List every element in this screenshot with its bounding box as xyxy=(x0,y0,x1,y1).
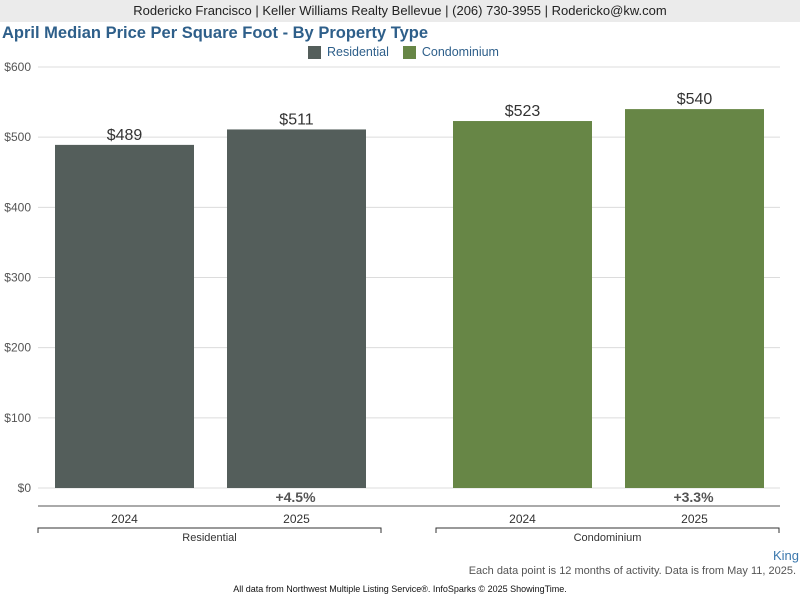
legend-swatch-condominium xyxy=(402,45,416,59)
bar xyxy=(55,144,194,488)
change-label: +4.5% xyxy=(275,489,316,505)
bar-value-label: $540 xyxy=(677,91,713,108)
group-bracket xyxy=(435,527,780,533)
region-label[interactable]: King xyxy=(772,548,799,563)
source-attribution: All data from Northwest Multiple Listing… xyxy=(233,584,567,594)
bar xyxy=(453,121,592,489)
change-label: +3.3% xyxy=(673,489,714,505)
y-tick-label: $600 xyxy=(4,60,31,74)
y-tick-label: $0 xyxy=(18,481,32,495)
y-tick-label: $300 xyxy=(4,271,31,285)
bar-value-label: $523 xyxy=(505,103,541,120)
chart-title: April Median Price Per Square Foot - By … xyxy=(2,24,429,42)
bar xyxy=(227,129,366,488)
group-label: Residential xyxy=(182,532,236,544)
x-tick-label: 2024 xyxy=(509,512,536,526)
bar-value-label: $511 xyxy=(279,111,314,128)
legend-label-condominium: Condominium xyxy=(421,45,499,59)
group-label: Condominium xyxy=(574,532,642,544)
bar xyxy=(625,109,764,488)
bar-value-label: $489 xyxy=(107,127,143,144)
x-tick-label: 2025 xyxy=(283,512,310,526)
x-tick-label: 2025 xyxy=(681,512,708,526)
group-bracket xyxy=(37,527,382,533)
data-footnote: Each data point is 12 months of activity… xyxy=(468,565,796,577)
legend-label-residential: Residential xyxy=(327,45,389,59)
y-tick-label: $500 xyxy=(4,130,31,144)
y-tick-label: $200 xyxy=(4,341,31,355)
y-tick-label: $100 xyxy=(4,411,31,425)
x-tick-label: 2024 xyxy=(111,512,138,526)
y-tick-label: $400 xyxy=(4,200,31,214)
contact-header: Rodericko Francisco | Keller Williams Re… xyxy=(0,0,800,22)
chart-legend: Residential Condominium xyxy=(308,45,513,59)
legend-item-condominium[interactable]: Condominium xyxy=(402,45,499,59)
legend-swatch-residential xyxy=(308,45,321,59)
legend-item-residential[interactable]: Residential xyxy=(308,45,389,59)
